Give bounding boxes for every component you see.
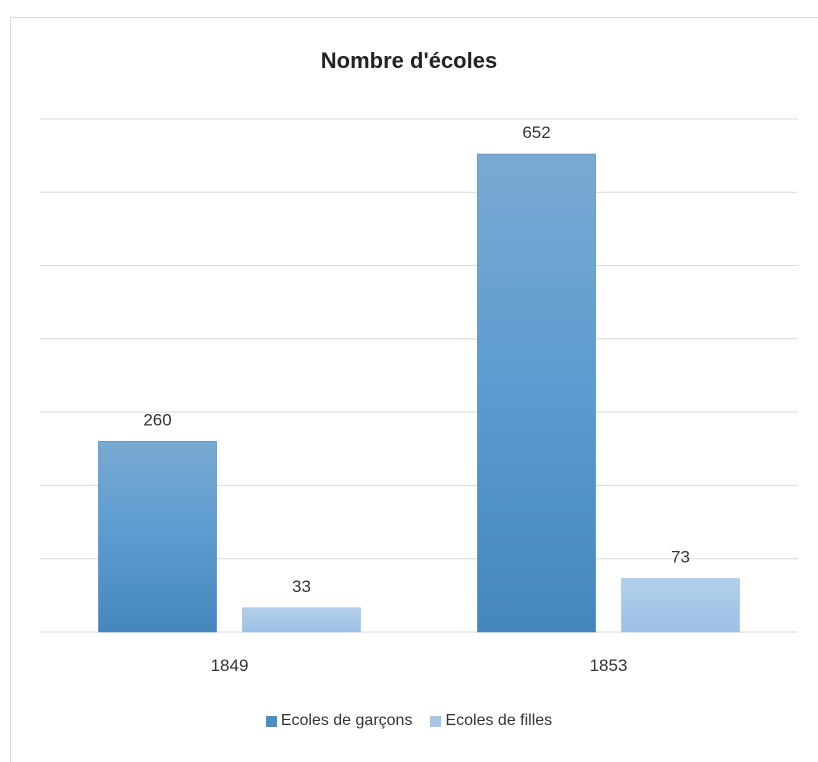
legend-item-girls: Ecoles de filles xyxy=(430,712,552,730)
bar-girls-1853 xyxy=(621,578,740,633)
legend-swatch-girls xyxy=(430,715,442,727)
chart-legend: Ecoles de garçons Ecoles de filles xyxy=(0,712,818,730)
legend-item-boys: Ecoles de garçons xyxy=(265,712,413,730)
bar-boys-1849 xyxy=(98,441,217,633)
data-label-boys-1849: 260 xyxy=(143,410,171,429)
data-label-boys-1853: 652 xyxy=(522,123,550,142)
data-label-girls-1849: 33 xyxy=(292,577,311,596)
x-tick-label-1853: 1853 xyxy=(590,656,628,675)
x-tick-label-1849: 1849 xyxy=(211,656,249,675)
bar-boys-1853 xyxy=(477,153,596,633)
chart-frame xyxy=(10,17,818,762)
legend-label-boys: Ecoles de garçons xyxy=(280,712,413,729)
data-label-girls-1853: 73 xyxy=(671,547,690,566)
chart-title: Nombre d'écoles xyxy=(320,48,498,73)
legend-swatch-boys xyxy=(265,715,277,727)
bar-girls-1849 xyxy=(242,607,361,633)
legend-label-girls: Ecoles de filles xyxy=(445,712,553,729)
